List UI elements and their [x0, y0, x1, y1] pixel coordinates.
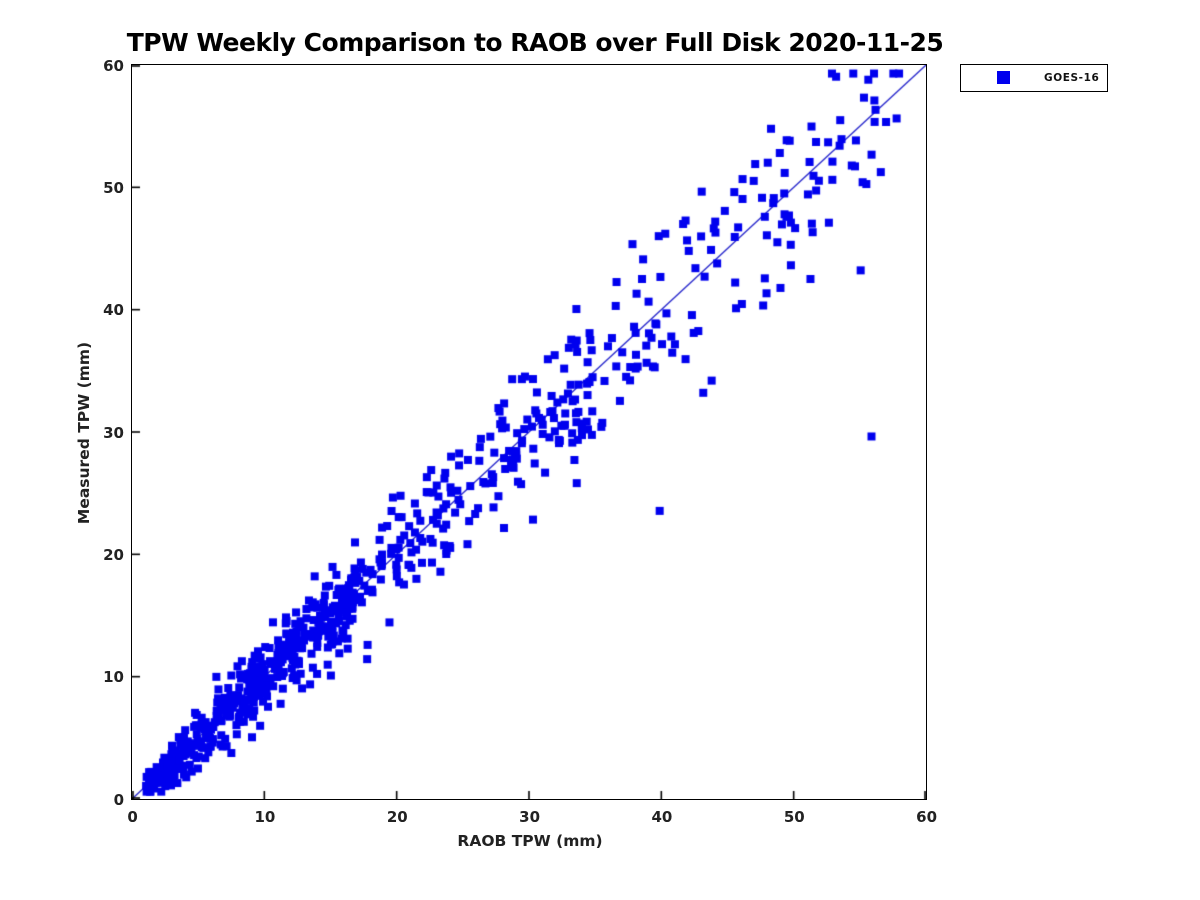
- x-tick-label: 30: [519, 808, 541, 826]
- y-tick-label: 30: [103, 423, 124, 442]
- y-axis-label: Measured TPW (mm): [75, 341, 93, 525]
- legend-marker-square-icon: [997, 71, 1010, 84]
- y-tick-label: 60: [103, 56, 124, 75]
- legend: GOES-16: [960, 64, 1108, 92]
- x-tick-label: 0: [127, 808, 138, 826]
- x-axis-label: RAOB TPW (mm): [457, 832, 603, 850]
- x-tick-label: 20: [386, 808, 408, 826]
- y-tick-label: 40: [103, 301, 124, 320]
- y-tick-label: 10: [103, 668, 124, 687]
- y-tick-label: 50: [103, 178, 124, 197]
- x-tick-label: 50: [783, 808, 805, 826]
- x-tick-label: 10: [254, 808, 276, 826]
- y-tick-label: 0: [113, 790, 124, 809]
- chart-title: TPW Weekly Comparison to RAOB over Full …: [126, 28, 944, 57]
- x-tick-label: 60: [916, 808, 938, 826]
- y-tick-label: 20: [103, 545, 124, 564]
- scatter-canvas: [132, 65, 926, 799]
- plot-area: [131, 64, 927, 800]
- x-tick-label: 40: [651, 808, 673, 826]
- legend-series-label: GOES-16: [1044, 72, 1100, 84]
